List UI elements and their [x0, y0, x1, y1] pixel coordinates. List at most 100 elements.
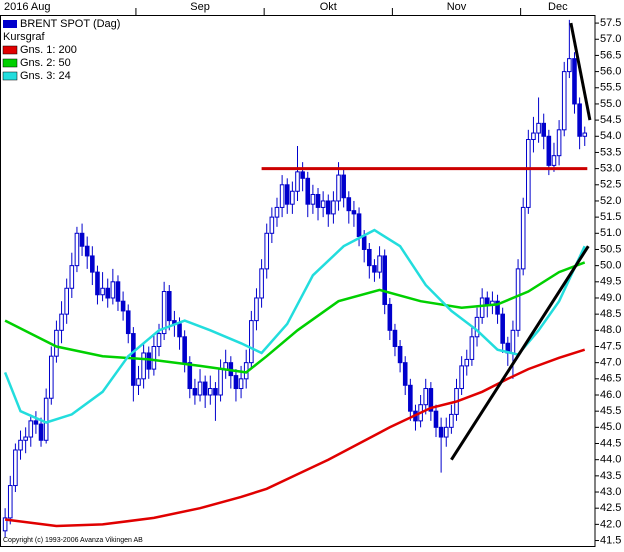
- y-tick-label: 53.0: [600, 163, 621, 175]
- copyright: Copyright (c) 1993-2006 Avanza Vikingen …: [3, 537, 143, 544]
- candle-body: [192, 388, 198, 396]
- candle-body: [377, 255, 382, 273]
- candle-body: [146, 352, 152, 370]
- candle-body: [474, 316, 480, 338]
- y-tick-label: 56.5: [600, 49, 621, 61]
- legend-label: Gns. 1: 200: [20, 44, 77, 56]
- candle-body: [356, 213, 362, 238]
- candle-body: [536, 122, 541, 134]
- candle-body: [295, 171, 300, 192]
- candle-body: [495, 300, 500, 315]
- candle-body: [526, 139, 531, 208]
- legend-label: BRENT SPOT (Dag): [20, 18, 120, 30]
- candle-body: [531, 132, 536, 141]
- candle-body: [233, 375, 239, 390]
- y-tick-label: 52.0: [600, 195, 621, 207]
- candle-body: [392, 329, 398, 347]
- candle-body: [79, 232, 85, 247]
- y-tick-label: 57.0: [600, 33, 621, 45]
- y-tick-label: 48.5: [600, 308, 621, 320]
- legend-swatch: [2, 58, 18, 68]
- legend-swatch: [2, 71, 18, 81]
- trend-line: [450, 245, 590, 461]
- candle-body: [310, 193, 316, 205]
- y-tick-label: 46.0: [600, 389, 621, 401]
- candle-body: [572, 58, 577, 105]
- candle-body: [197, 381, 203, 396]
- candle-body: [515, 268, 521, 331]
- candle-body: [290, 190, 295, 205]
- candle-body: [449, 413, 454, 428]
- moving-average-line: [4, 261, 586, 374]
- candle-body: [300, 171, 305, 179]
- candle-body: [110, 281, 116, 299]
- month-label: Dec: [548, 1, 568, 13]
- candle-body: [484, 297, 490, 305]
- candle-body: [274, 206, 280, 218]
- candle-body: [279, 184, 285, 208]
- candle-body: [48, 355, 54, 399]
- candle-body: [464, 358, 470, 367]
- y-tick-label: 44.5: [600, 437, 621, 449]
- y-tick-label: 54.0: [600, 130, 621, 142]
- candle-body: [90, 255, 95, 273]
- candle-body: [202, 381, 208, 396]
- y-tick-label: 50.0: [600, 260, 621, 272]
- candle-body: [187, 362, 193, 390]
- legend-box: [1, 16, 101, 85]
- y-tick-label: 52.5: [600, 179, 621, 191]
- y-tick-label: 47.0: [600, 357, 621, 369]
- candle-body: [269, 216, 275, 234]
- candle-body: [23, 436, 28, 441]
- candle-body: [423, 388, 429, 406]
- legend-swatch: [2, 45, 18, 55]
- y-tick-label: 41.5: [600, 534, 621, 546]
- candle-body: [43, 397, 49, 441]
- y-tick-label: 51.5: [600, 211, 621, 223]
- candle-body: [95, 271, 100, 296]
- y-tick-label: 45.0: [600, 421, 621, 433]
- candle-body: [541, 122, 547, 137]
- candle-body: [125, 310, 131, 335]
- candle-body: [325, 200, 331, 215]
- candle-body: [38, 423, 44, 441]
- moving-average-line: [4, 348, 586, 528]
- candle-body: [561, 71, 567, 131]
- candle-body: [336, 174, 341, 202]
- y-tick-label: 48.0: [600, 324, 621, 336]
- month-label: Nov: [447, 1, 467, 13]
- y-tick-label: 51.0: [600, 227, 621, 239]
- candle-body: [320, 200, 326, 208]
- candle-body: [305, 177, 311, 205]
- candle-body: [208, 388, 213, 396]
- candle-body: [510, 329, 516, 354]
- candle-body: [64, 287, 69, 315]
- candle-body: [13, 449, 18, 487]
- y-tick-label: 45.5: [600, 405, 621, 417]
- candle-body: [443, 426, 449, 438]
- candle-body: [161, 291, 167, 335]
- candle-body: [264, 232, 270, 270]
- month-label: 2016 Aug: [4, 1, 51, 13]
- candle-body: [367, 248, 372, 267]
- candle-body: [284, 184, 290, 205]
- candle-body: [136, 378, 141, 386]
- candle-body: [459, 365, 464, 390]
- legend-label: Gns. 3: 24: [20, 70, 71, 82]
- candle-body: [54, 329, 59, 357]
- candle-body: [428, 388, 434, 412]
- y-tick-label: 44.0: [600, 454, 621, 466]
- candle-body: [74, 232, 80, 267]
- candle-body: [238, 378, 244, 390]
- y-tick-label: 46.5: [600, 373, 621, 385]
- candle-body: [408, 384, 413, 412]
- candle-body: [331, 200, 336, 215]
- candle-body: [351, 210, 357, 215]
- candle-body: [567, 58, 572, 73]
- candle-body: [7, 485, 13, 519]
- candle-body: [18, 439, 23, 451]
- y-tick-label: 49.0: [600, 292, 621, 304]
- candle-body: [120, 300, 126, 312]
- y-tick-label: 57.5: [600, 17, 621, 29]
